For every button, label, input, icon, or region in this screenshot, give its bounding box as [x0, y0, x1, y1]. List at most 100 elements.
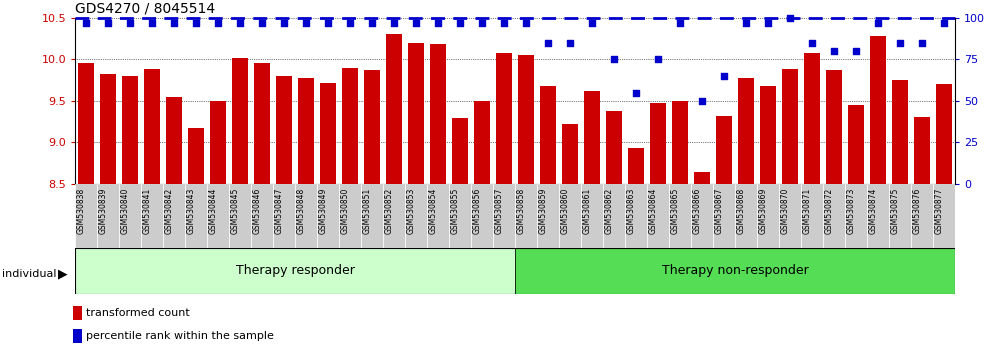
Text: GDS4270 / 8045514: GDS4270 / 8045514: [75, 1, 215, 15]
Text: GSM530857: GSM530857: [495, 187, 504, 234]
Bar: [914, 117, 930, 354]
Point: [166, 20, 182, 25]
Point: [518, 20, 534, 25]
Point: [342, 20, 358, 25]
Bar: [757, 184, 779, 248]
Bar: [386, 34, 402, 354]
Bar: [515, 248, 955, 294]
Point: [122, 20, 138, 25]
Bar: [603, 184, 625, 248]
Point: [782, 15, 798, 21]
Point: [540, 40, 556, 46]
Bar: [474, 101, 490, 354]
Bar: [298, 78, 314, 354]
Point: [694, 98, 710, 104]
Bar: [72, 329, 82, 343]
Bar: [430, 44, 446, 354]
Text: GSM530849: GSM530849: [319, 187, 328, 234]
Bar: [672, 101, 688, 354]
Point: [826, 48, 842, 54]
Bar: [867, 184, 889, 248]
Text: GSM530860: GSM530860: [561, 187, 570, 234]
Bar: [364, 70, 380, 354]
Point: [408, 20, 424, 25]
Text: GSM530845: GSM530845: [231, 187, 240, 234]
Text: GSM530874: GSM530874: [869, 187, 878, 234]
Point: [936, 20, 952, 25]
Bar: [210, 101, 226, 354]
Bar: [383, 184, 405, 248]
Bar: [471, 184, 493, 248]
Point: [188, 20, 204, 25]
Point: [100, 20, 116, 25]
Bar: [251, 184, 273, 248]
Bar: [782, 69, 798, 354]
Text: individual: individual: [2, 269, 56, 279]
Text: Therapy non-responder: Therapy non-responder: [662, 264, 808, 277]
Point: [848, 48, 864, 54]
Text: GSM530866: GSM530866: [693, 187, 702, 234]
Text: GSM530852: GSM530852: [385, 187, 394, 234]
Text: GSM530861: GSM530861: [583, 187, 592, 234]
Text: GSM530865: GSM530865: [671, 187, 680, 234]
Bar: [540, 86, 556, 354]
Bar: [100, 74, 116, 354]
Bar: [562, 124, 578, 354]
Bar: [581, 184, 603, 248]
Text: GSM530840: GSM530840: [121, 187, 130, 234]
Point: [606, 57, 622, 62]
Bar: [185, 184, 207, 248]
Text: percentile rank within the sample: percentile rank within the sample: [87, 331, 274, 341]
Point: [716, 73, 732, 79]
Text: GSM530876: GSM530876: [913, 187, 922, 234]
Text: GSM530859: GSM530859: [539, 187, 548, 234]
Text: GSM530841: GSM530841: [143, 187, 152, 234]
Bar: [650, 103, 666, 354]
Bar: [892, 80, 908, 354]
Bar: [735, 184, 757, 248]
Text: Therapy responder: Therapy responder: [236, 264, 354, 277]
Bar: [889, 184, 911, 248]
Bar: [75, 184, 97, 248]
Bar: [144, 69, 160, 354]
Text: GSM530842: GSM530842: [165, 187, 174, 234]
Bar: [273, 184, 295, 248]
Bar: [405, 184, 427, 248]
Text: GSM530838: GSM530838: [77, 187, 86, 234]
Point: [386, 20, 402, 25]
Bar: [584, 91, 600, 354]
Text: GSM530854: GSM530854: [429, 187, 438, 234]
Bar: [691, 184, 713, 248]
Point: [672, 20, 688, 25]
Text: GSM530851: GSM530851: [363, 187, 372, 234]
Bar: [163, 184, 185, 248]
Bar: [72, 306, 82, 320]
Bar: [166, 97, 182, 354]
Bar: [408, 43, 424, 354]
Text: GSM530855: GSM530855: [451, 187, 460, 234]
Bar: [452, 118, 468, 354]
Bar: [848, 105, 864, 354]
Point: [496, 20, 512, 25]
Point: [562, 40, 578, 46]
Point: [430, 20, 446, 25]
Text: GSM530844: GSM530844: [209, 187, 218, 234]
Text: GSM530858: GSM530858: [517, 187, 526, 234]
Bar: [826, 70, 842, 354]
Point: [870, 20, 886, 25]
Text: ▶: ▶: [58, 268, 68, 281]
Text: GSM530846: GSM530846: [253, 187, 262, 234]
Text: GSM530868: GSM530868: [737, 187, 746, 234]
Point: [276, 20, 292, 25]
Bar: [647, 184, 669, 248]
Bar: [933, 184, 955, 248]
Bar: [936, 84, 952, 354]
Bar: [427, 184, 449, 248]
Bar: [625, 184, 647, 248]
Point: [804, 40, 820, 46]
Bar: [801, 184, 823, 248]
Point: [452, 20, 468, 25]
Bar: [716, 116, 732, 354]
Bar: [804, 53, 820, 354]
Bar: [779, 184, 801, 248]
